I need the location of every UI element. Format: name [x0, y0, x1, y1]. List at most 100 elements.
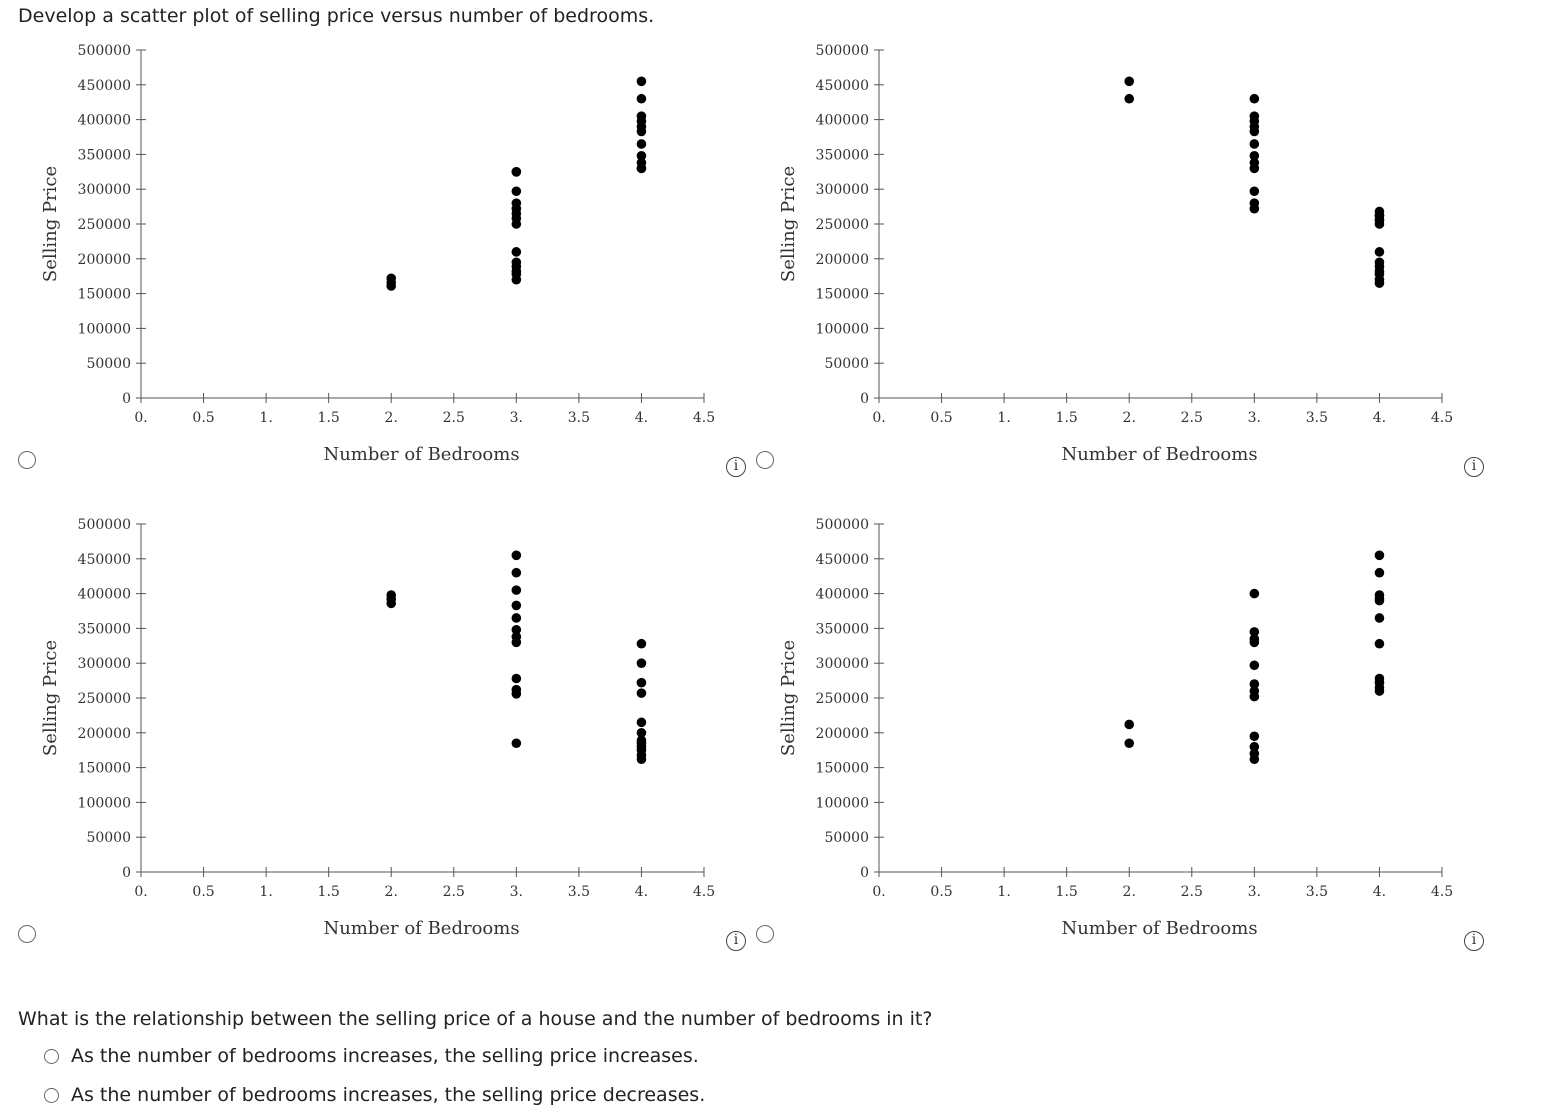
data-point	[1249, 203, 1260, 214]
data-point	[511, 624, 522, 635]
data-point	[511, 673, 522, 684]
x-tick-label: 1.5	[318, 410, 340, 426]
data-point	[1374, 593, 1385, 604]
x-tick-label: 1.	[259, 884, 272, 900]
plot-option-a-radio[interactable]	[18, 451, 36, 469]
data-point	[1374, 215, 1385, 226]
x-tick-label: 1.5	[1056, 410, 1078, 426]
x-tick-label: 4.	[1373, 884, 1386, 900]
info-icon[interactable]: i	[1464, 457, 1484, 477]
data-point	[636, 126, 647, 137]
scatter-plot-b: 0 50000 100000 150000 200000 250000 300000 3500…	[778, 43, 1453, 465]
data-point	[1249, 679, 1260, 689]
x-tick-label: 2.	[1123, 884, 1136, 900]
y-tick-label: 350000	[78, 621, 131, 637]
y-tick-label: 0	[122, 865, 131, 881]
x-tick-label: 2.	[385, 410, 398, 426]
x-tick-label: 0.5	[192, 410, 214, 426]
data-point	[636, 754, 647, 765]
data-point	[636, 728, 647, 738]
y-tick-label: 250000	[78, 691, 131, 707]
x-tick-label: 2.5	[1181, 410, 1203, 426]
data-point	[1249, 660, 1260, 671]
data-point	[511, 274, 522, 285]
info-icon[interactable]: i	[726, 931, 746, 951]
y-tick-label: 400000	[816, 587, 869, 603]
x-tick-label: 4.5	[693, 410, 715, 426]
y-tick-label: 350000	[816, 147, 869, 163]
y-tick-label: 0	[860, 391, 869, 407]
data-point	[1374, 567, 1385, 578]
info-icon[interactable]: i	[726, 457, 746, 477]
answer-option-increases[interactable]: As the number of bedrooms increases, the…	[44, 1045, 699, 1067]
answer-option-decreases[interactable]: As the number of bedrooms increases, the…	[44, 1084, 705, 1106]
data-point	[511, 637, 522, 648]
y-axis-label: Selling Price	[40, 166, 61, 282]
x-tick-label: 2.5	[443, 884, 465, 900]
y-tick-label: 450000	[816, 78, 869, 94]
data-point	[511, 613, 522, 623]
data-point	[636, 658, 647, 668]
question-text: What is the relationship between the sel…	[18, 1008, 933, 1030]
x-tick-label: 3.5	[568, 884, 590, 900]
y-tick-label: 250000	[816, 217, 869, 233]
y-tick-label: 150000	[816, 761, 869, 777]
y-tick-label: 200000	[816, 252, 869, 268]
data-point	[1374, 638, 1385, 649]
y-tick-label: 300000	[816, 656, 869, 672]
y-tick-label: 250000	[816, 691, 869, 707]
data-point	[386, 281, 397, 291]
data-point	[511, 600, 522, 611]
data-point	[1249, 186, 1260, 197]
y-tick-label: 450000	[78, 78, 131, 94]
plot-option-b-radio[interactable]	[756, 451, 774, 469]
x-tick-label: 4.5	[693, 884, 715, 900]
x-tick-label: 0.5	[192, 884, 214, 900]
data-point	[1249, 93, 1260, 104]
x-tick-label: 0.	[872, 410, 885, 426]
data-point	[636, 717, 647, 728]
x-tick-label: 3.5	[1306, 410, 1328, 426]
data-point	[1374, 613, 1385, 623]
x-tick-label: 2.5	[443, 410, 465, 426]
y-tick-label: 150000	[78, 287, 131, 303]
data-point	[1249, 588, 1260, 599]
data-point	[1249, 691, 1260, 702]
x-axis-label: Number of Bedrooms	[1061, 444, 1257, 465]
x-tick-label: 2.	[1123, 410, 1136, 426]
data-point	[636, 738, 647, 749]
y-tick-label: 250000	[78, 217, 131, 233]
radio-icon[interactable]	[44, 1087, 59, 1103]
data-point	[1249, 731, 1260, 742]
x-axis-label: Number of Bedrooms	[323, 444, 519, 465]
y-tick-label: 0	[122, 391, 131, 407]
data-point	[636, 93, 647, 104]
data-point	[1124, 76, 1135, 87]
data-point	[511, 567, 522, 578]
x-tick-label: 0.5	[930, 410, 952, 426]
x-axis-label: Number of Bedrooms	[323, 918, 519, 939]
info-icon[interactable]: i	[1464, 931, 1484, 951]
x-tick-label: 3.	[1248, 884, 1261, 900]
y-tick-label: 100000	[816, 795, 869, 811]
data-point	[511, 689, 522, 699]
x-tick-label: 3.	[510, 410, 523, 426]
y-tick-label: 500000	[78, 517, 131, 533]
data-point	[636, 163, 647, 174]
y-tick-label: 0	[860, 865, 869, 881]
radio-icon[interactable]	[44, 1048, 59, 1064]
data-point	[636, 677, 647, 688]
x-tick-label: 1.5	[318, 884, 340, 900]
plot-option-c-radio[interactable]	[18, 925, 36, 943]
y-tick-label: 300000	[816, 182, 869, 198]
x-tick-label: 3.5	[1306, 884, 1328, 900]
data-point	[1249, 627, 1260, 637]
y-tick-label: 350000	[816, 621, 869, 637]
prompt-text: Develop a scatter plot of selling price …	[18, 5, 655, 27]
y-tick-label: 50000	[824, 356, 869, 372]
data-point	[636, 688, 647, 698]
y-tick-label: 500000	[816, 43, 869, 59]
answer-label: As the number of bedrooms increases, the…	[71, 1045, 699, 1067]
plot-option-d-radio[interactable]	[756, 925, 774, 943]
data-point	[511, 550, 522, 561]
